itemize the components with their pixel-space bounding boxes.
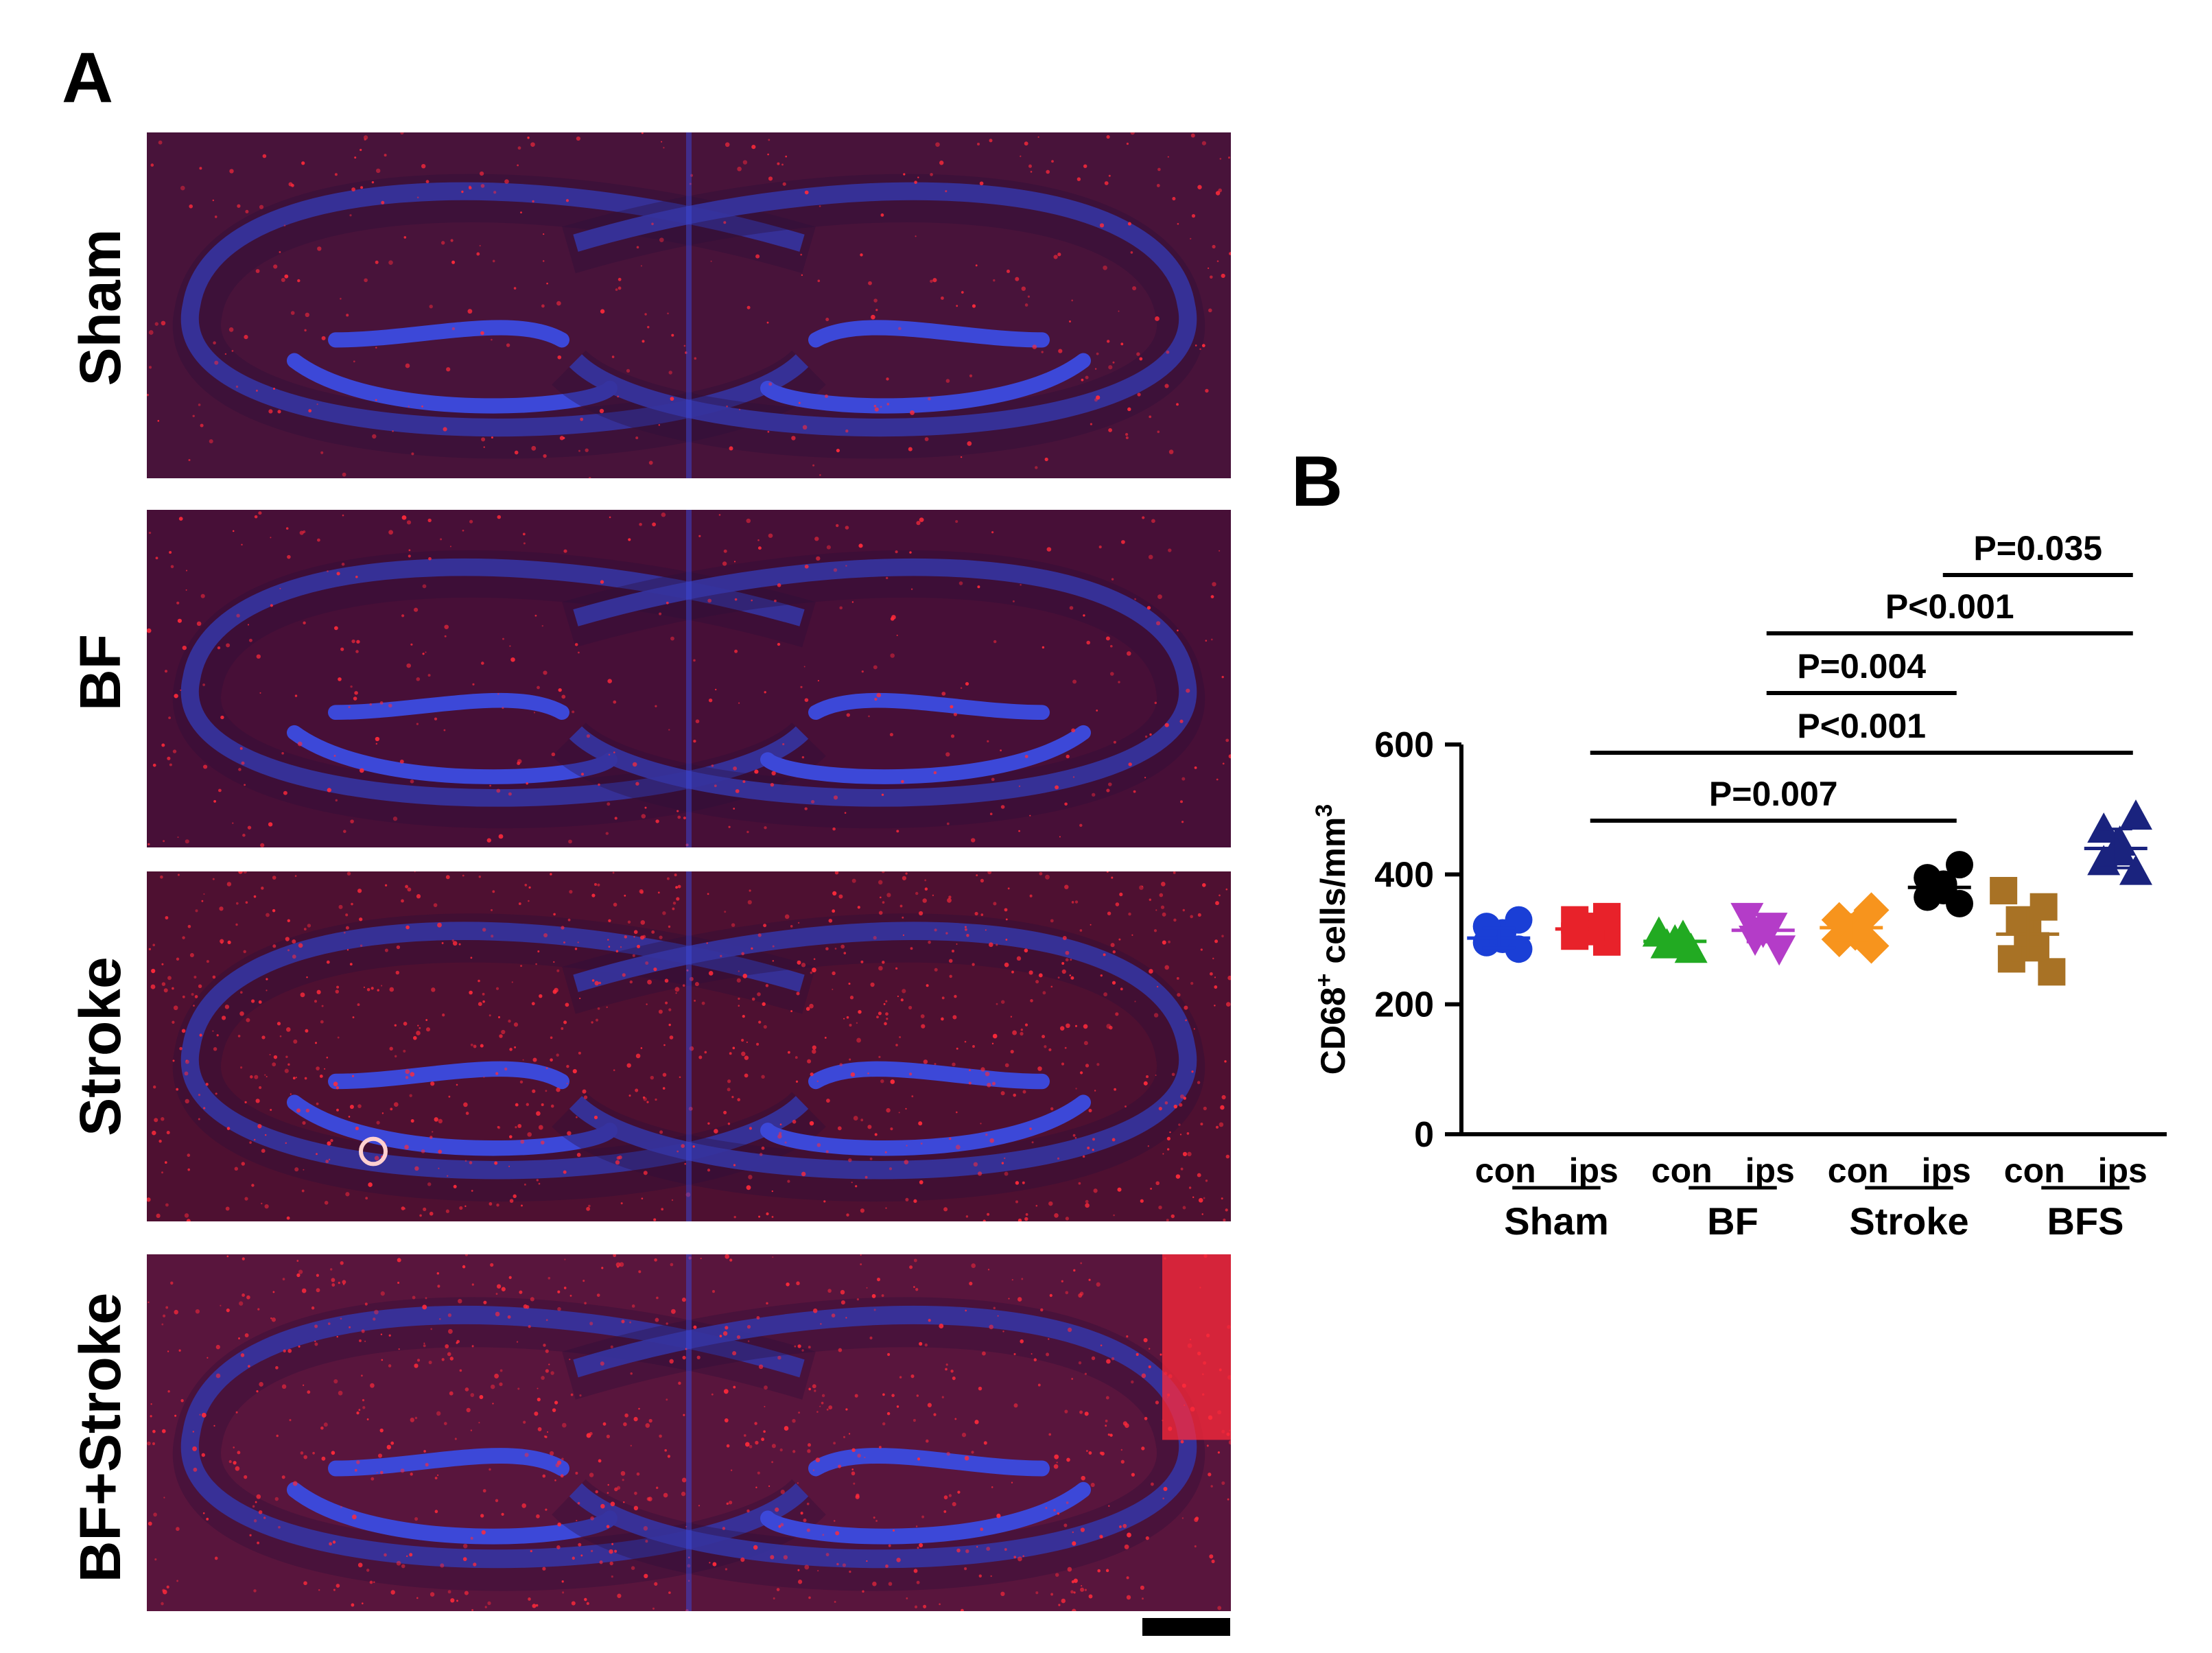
data-point	[1505, 906, 1533, 934]
group-label: Stroke	[1849, 1199, 1968, 1243]
p-value-label: P=0.035	[1973, 529, 2102, 567]
panel-a-label: A	[62, 38, 114, 118]
p-value-label: P=0.007	[1709, 775, 1838, 813]
x-tick-label: ips	[2098, 1151, 2148, 1190]
micrograph-sham	[147, 132, 1231, 478]
p-value-label: P<0.001	[1885, 587, 2014, 626]
x-tick-label: con	[1475, 1151, 1536, 1190]
x-tick-label: con	[2004, 1151, 2065, 1190]
data-point	[2119, 799, 2152, 830]
data-point	[1642, 916, 1675, 947]
y-tick-label: 600	[1374, 725, 1434, 765]
series-5	[1907, 851, 1973, 917]
y-tick-label: 200	[1374, 985, 1434, 1025]
vessel-ring	[359, 1136, 388, 1167]
hippocampus-lobe	[552, 913, 1205, 1202]
series-3	[1730, 902, 1796, 966]
series-1	[1555, 902, 1621, 956]
x-tick-label: ips	[1745, 1151, 1795, 1190]
data-point	[1763, 935, 1796, 966]
y-tick-label: 0	[1414, 1115, 1434, 1155]
x-tick-label: con	[1651, 1151, 1713, 1190]
data-point	[2038, 958, 2066, 986]
x-tick-label: ips	[1569, 1151, 1619, 1190]
series-7	[2084, 799, 2152, 885]
p-value-label: P<0.001	[1797, 707, 1926, 745]
group-label: BF	[1707, 1199, 1758, 1243]
panel-b-label: B	[1291, 442, 1343, 521]
scale-bar	[1142, 1618, 1230, 1636]
hippocampus-lobe	[552, 174, 1205, 459]
data-point	[1946, 851, 1973, 879]
y-tick-label: 400	[1374, 855, 1434, 895]
cd68-signal	[147, 511, 1231, 847]
hippocampus-lobe	[172, 174, 826, 459]
hippocampus-lobe	[172, 550, 826, 829]
data-point	[1914, 864, 1942, 892]
data-point	[1593, 902, 1621, 930]
micrograph-bf	[147, 510, 1231, 847]
cd68-signal	[147, 871, 1231, 1221]
hippocampus-lobe	[172, 1297, 826, 1591]
data-point	[2005, 906, 2034, 934]
data-point	[1990, 877, 2018, 904]
hippocampus-lobe	[172, 913, 826, 1202]
p-value-label: P=0.004	[1797, 647, 1926, 685]
y-axis-label: CD68+ cells/mm3	[1311, 804, 1352, 1075]
micrograph-bf-stroke	[147, 1254, 1231, 1611]
cd68-signal	[147, 132, 1231, 478]
x-tick-label: con	[1828, 1151, 1889, 1190]
data-point	[1853, 892, 1890, 928]
data-point	[1472, 913, 1501, 941]
series-2	[1642, 916, 1708, 963]
group-label: Sham	[1504, 1199, 1609, 1243]
hippocampus-lobe	[552, 550, 1205, 829]
series-0	[1467, 906, 1533, 963]
series-6	[1990, 877, 2066, 986]
series-4	[1820, 892, 1890, 964]
group-label: BFS	[2047, 1199, 2124, 1243]
data-point	[2119, 854, 2152, 885]
micrograph-stroke	[147, 871, 1231, 1221]
x-tick-label: ips	[1922, 1151, 1971, 1190]
